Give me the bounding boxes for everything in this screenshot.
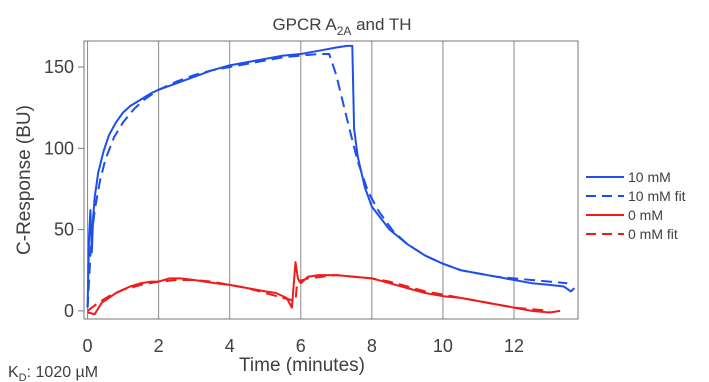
- y-tick-label-3: 150: [44, 57, 74, 77]
- x-tick-label-6: 12: [504, 336, 524, 356]
- series-line-10-mm-fit: [86, 53, 568, 308]
- x-tick-label-4: 8: [367, 336, 377, 356]
- plot-area-border: [83, 40, 579, 320]
- legend: 10 mM 10 mM fit 0 mM 0 mM fit: [586, 169, 686, 242]
- grid-lines: [87, 41, 515, 319]
- legend-label-10-mm-fit: 10 mM fit: [628, 188, 686, 204]
- y-tick-label-0: 0: [64, 301, 74, 321]
- kd-value: : 1020 µM: [27, 364, 98, 381]
- legend-label-0-mm: 0 mM: [628, 207, 663, 223]
- x-tick-label-3: 6: [296, 336, 306, 356]
- legend-label-10-mm: 10 mM: [628, 169, 671, 185]
- x-tick-label-5: 10: [433, 336, 453, 356]
- chart-title-subscript: 2A: [337, 24, 352, 38]
- x-tick-label-2: 4: [225, 336, 235, 356]
- kd-subscript: D: [19, 372, 27, 382]
- x-axis-label: Time (minutes): [239, 355, 365, 376]
- y-tick-labels: 0 50 100 150: [44, 57, 84, 321]
- chart-title: GPCR A2A and TH: [272, 15, 411, 38]
- chart-title-suffix: and TH: [351, 15, 411, 34]
- y-tick-label-1: 50: [54, 220, 74, 240]
- legend-label-0-mm-fit: 0 mM fit: [628, 226, 678, 242]
- series-line-0-mm-fit: [86, 274, 550, 312]
- series-lines: [86, 44, 576, 316]
- x-tick-label-1: 2: [154, 336, 164, 356]
- series-line-10-mm: [86, 44, 576, 308]
- y-tick-label-2: 100: [44, 138, 74, 158]
- x-tick-label-0: 0: [83, 336, 93, 356]
- x-tick-labels: 0 2 4 6 8 10 12: [83, 336, 524, 356]
- y-axis-label: C-Response (BU): [14, 105, 35, 255]
- kd-annotation: KD: 1020 µM: [8, 364, 98, 382]
